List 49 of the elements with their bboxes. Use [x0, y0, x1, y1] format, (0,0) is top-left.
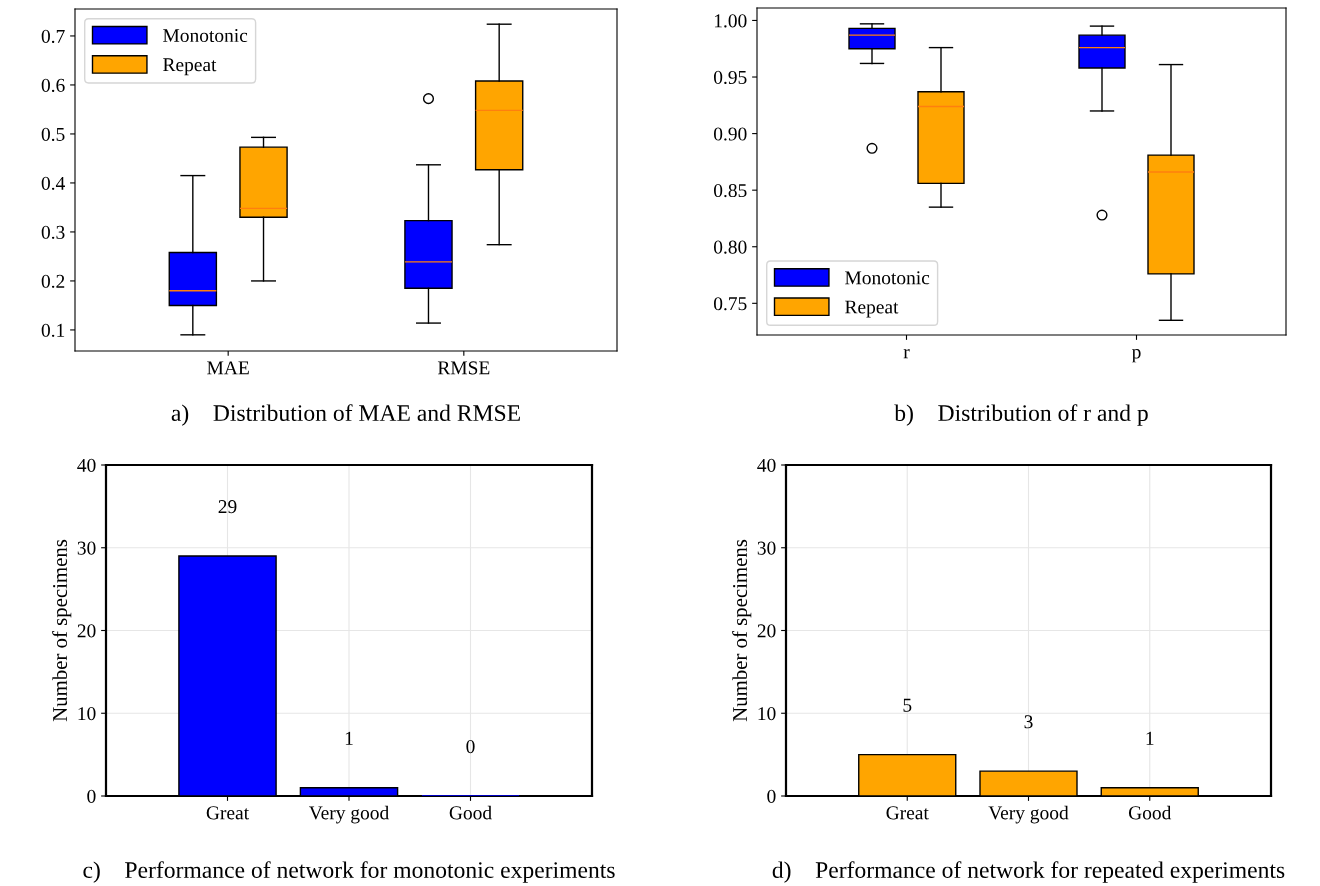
legend-label: Repeat: [163, 58, 217, 76]
x-tick-label: Very good: [988, 805, 1069, 824]
y-tick-label: 0.75: [713, 297, 747, 311]
y-tick-label: 0.90: [713, 127, 747, 141]
y-tick-label: 40: [77, 458, 96, 472]
y-tick-label: 0: [87, 789, 96, 803]
y-tick-label: 1.00: [714, 14, 747, 28]
y-axis-title: Number of specimens: [52, 539, 72, 722]
data-label: 1: [345, 731, 353, 745]
text: c) Performance of network for monotonic experiments: [83, 861, 615, 883]
legend-label: Repeat: [845, 300, 899, 318]
x-tick-label: Great: [886, 806, 929, 820]
x-tick-label: r: [903, 349, 910, 359]
y-tick-label: 0.85: [713, 183, 747, 198]
x-tick-label: RMSE: [437, 361, 490, 375]
data-label: 3: [1024, 715, 1033, 729]
text: a) Distribution of MAE and RMSE: [171, 404, 520, 426]
y-tick-label: 0.95: [713, 70, 747, 85]
y-tick-label: 0.80: [713, 240, 747, 254]
x-tick-label: Good: [1128, 805, 1172, 820]
data-label: 5: [903, 698, 912, 712]
y-tick-label: 10: [78, 707, 96, 721]
data-label: 0: [466, 740, 475, 754]
y-axis-title: Number of specimens: [732, 539, 752, 722]
y-tick-label: 0.3: [41, 225, 65, 239]
y-tick-label: 40: [757, 458, 776, 472]
y-tick-label: 30: [757, 541, 776, 555]
legend-label: Monotonic: [163, 28, 248, 43]
y-tick-label: 0: [767, 789, 776, 803]
x-tick-label: p: [1131, 349, 1141, 363]
y-tick-label: 0.2: [41, 274, 65, 288]
text: d) Performance of network for repeated experiments: [772, 861, 1285, 883]
x-tick-label: Great: [206, 806, 249, 820]
y-tick-label: 30: [77, 541, 96, 555]
y-tick-label: 0.5: [41, 127, 65, 141]
x-tick-label: Very good: [308, 805, 389, 824]
y-tick-label: 0.6: [41, 78, 65, 92]
y-tick-label: 10: [758, 707, 776, 721]
x-tick-label: Good: [449, 805, 492, 820]
y-tick-label: 20: [757, 624, 776, 638]
x-tick-label: MAE: [207, 361, 249, 375]
text: b) Distribution of r and p: [894, 404, 1148, 426]
y-tick-label: 20: [77, 624, 96, 638]
y-tick-label: 0.4: [41, 176, 65, 190]
y-tick-label: 0.1: [41, 323, 65, 337]
y-tick-label: 0.7: [41, 29, 65, 43]
data-label: 29: [218, 500, 237, 514]
legend-label: Monotonic: [845, 271, 930, 285]
data-label: 1: [1146, 731, 1154, 745]
